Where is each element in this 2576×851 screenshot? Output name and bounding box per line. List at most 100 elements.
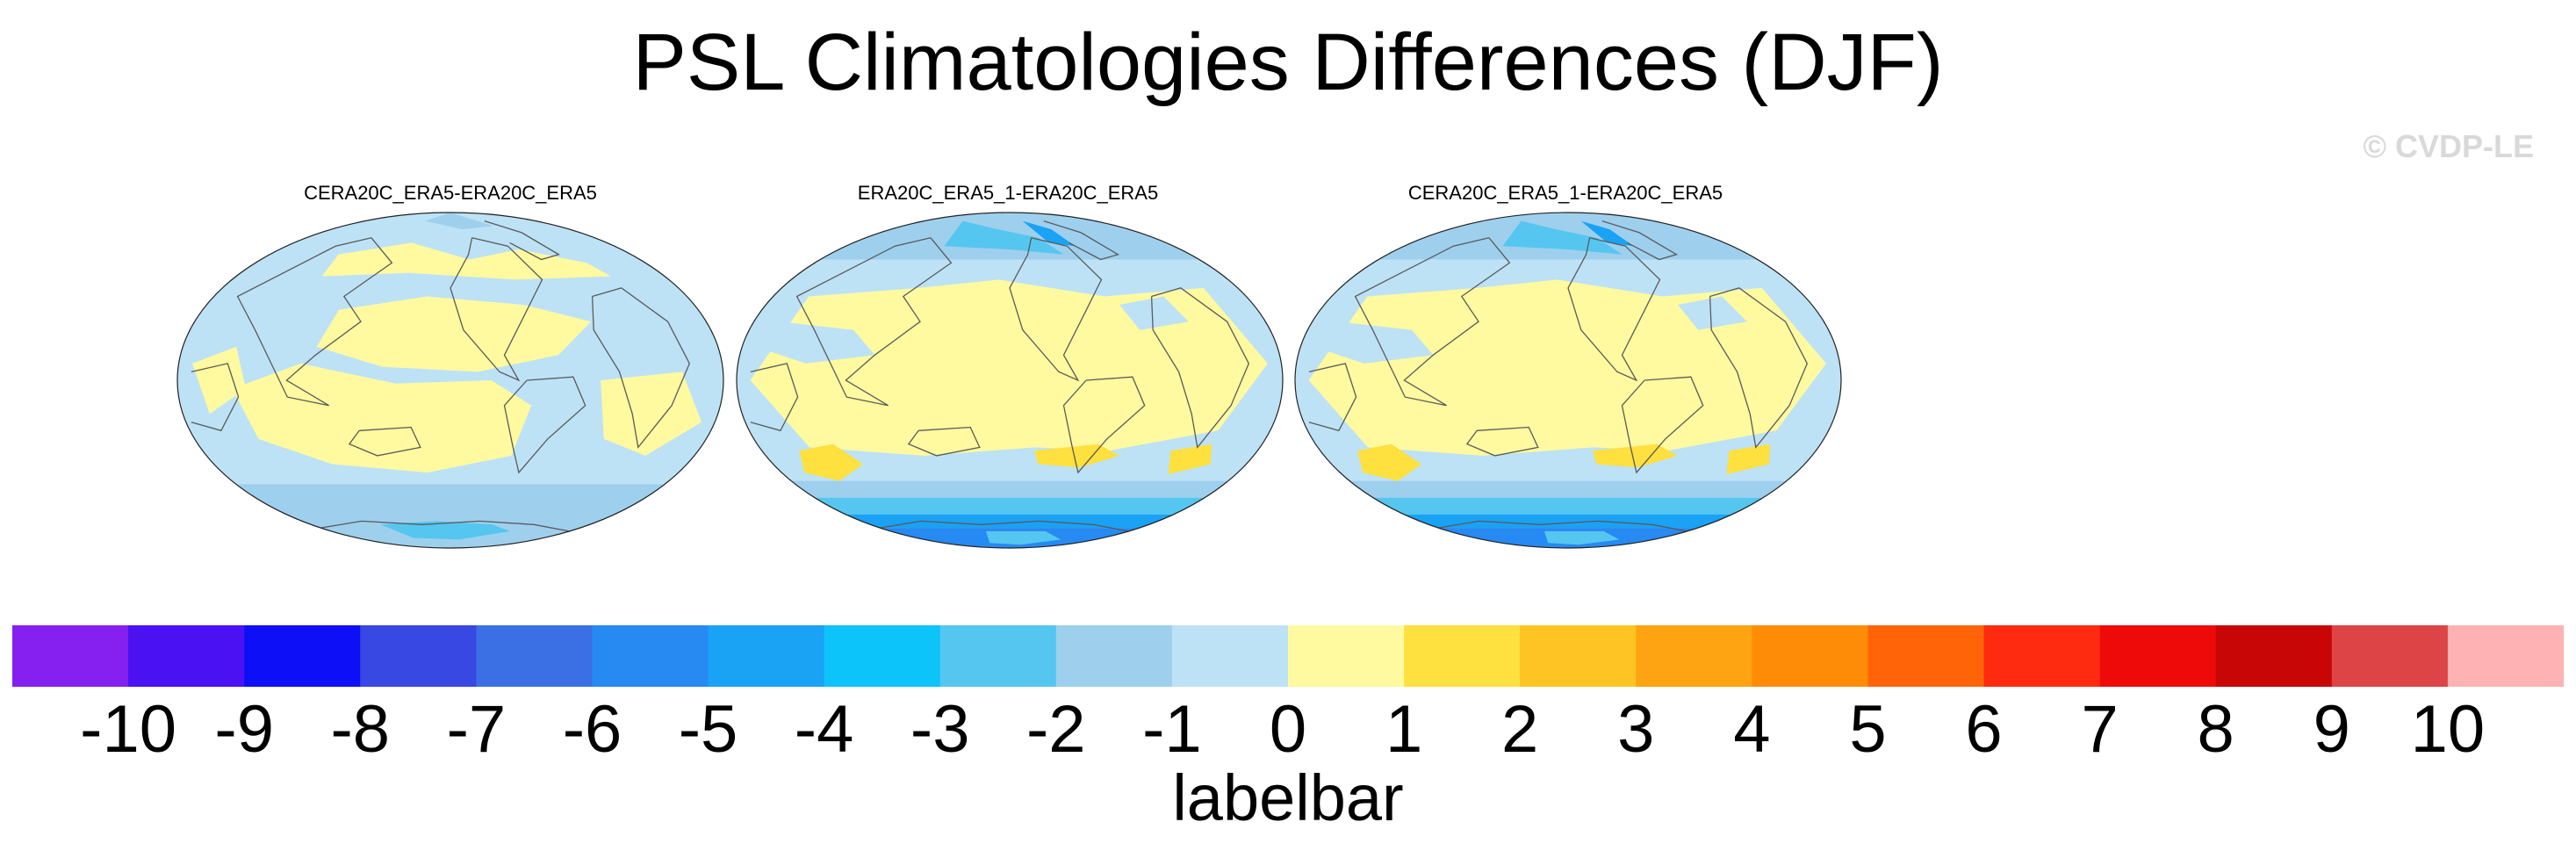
labelbar-tick-label: -10 — [80, 692, 176, 766]
labelbar-tick-label: -1 — [1142, 692, 1202, 766]
continent-outline — [1043, 220, 1120, 261]
labelbar-tick-label: 3 — [1617, 692, 1654, 766]
labelbar-box — [1171, 625, 1289, 687]
continent-outline — [348, 426, 421, 457]
continent-outline — [450, 237, 543, 382]
continent-outline — [750, 363, 799, 432]
labelbar-box — [128, 625, 245, 687]
labelbar-tick-label: -4 — [795, 692, 854, 766]
continent-outline — [1621, 376, 1704, 474]
labelbar-tick-label: -8 — [331, 692, 391, 766]
labelbar-box — [1636, 625, 1752, 687]
labelbar-tick-label: -9 — [214, 692, 274, 766]
continent-outline — [907, 426, 981, 457]
map-border — [736, 212, 1284, 549]
panel-title-3: CERA20C_ERA5_1-ERA20C_ERA5 — [1407, 182, 1723, 204]
labelbar-box — [1055, 625, 1173, 687]
labelbar-tick-label: -7 — [447, 692, 507, 766]
continent-outline — [503, 376, 586, 474]
anomaly-region — [944, 220, 1064, 255]
labelbar-box — [12, 625, 129, 687]
labelbar-box — [2099, 625, 2217, 687]
color-labelbar: -10 -9 -8 -7 -6 -5 -4 -3 -2 -1 0 1 2 3 4 5 6 7 8 9 10 — [12, 625, 2564, 766]
anomaly-region — [1313, 321, 1434, 364]
continent-outline — [1709, 287, 1809, 449]
anomaly-region — [424, 213, 493, 230]
labelbar-tick-label: 9 — [2313, 692, 2350, 766]
anomaly-region — [1168, 444, 1212, 474]
labelbar-tick-label: 0 — [1270, 692, 1306, 766]
labelbar-box — [1752, 625, 1868, 687]
continent-outline — [1062, 376, 1146, 474]
labelbar-tick-label: -6 — [563, 692, 622, 766]
labelbar-tick-label: 1 — [1385, 692, 1422, 766]
map-panel-2 — [736, 212, 1284, 549]
labelbar-tick-label: 6 — [1965, 692, 2002, 766]
map-border — [1294, 212, 1842, 549]
anomaly-region — [1726, 444, 1771, 474]
labelbar-box — [2331, 625, 2449, 687]
watermark: © CVDP-LE — [2363, 128, 2534, 164]
anomaly-region — [1580, 220, 1634, 247]
anomaly-region — [321, 242, 611, 280]
map-panel-1 — [176, 212, 724, 549]
anomaly-region — [799, 444, 863, 481]
labelbar-caption: labelbar — [1172, 761, 1404, 834]
anomaly-region — [985, 530, 1061, 545]
anomaly-region — [380, 521, 510, 540]
continent-outline — [591, 287, 691, 449]
anomaly-region — [1022, 220, 1076, 247]
continent-outline — [1150, 287, 1250, 449]
map-panel-3 — [1294, 212, 1842, 549]
labelbar-box — [1983, 625, 2101, 687]
labelbar-box — [1404, 625, 1521, 687]
anomaly-region — [755, 321, 875, 364]
anomaly-region — [1357, 444, 1421, 481]
continent-outline — [795, 237, 953, 407]
labelbar-box — [2215, 625, 2333, 687]
labelbar-box — [1520, 625, 1637, 687]
anomaly-band — [791, 480, 1228, 498]
labelbar-tick-label: -2 — [1026, 692, 1086, 766]
anomaly-region — [232, 363, 532, 473]
continent-outline — [320, 520, 570, 532]
continent-outline — [1601, 220, 1679, 261]
anomaly-region — [1678, 296, 1747, 330]
anomaly-band — [814, 497, 1205, 515]
page-title: PSL Climatologies Differences (DJF) — [632, 18, 1944, 107]
labelbar-box — [1288, 625, 1405, 687]
labelbar-tick-label: -3 — [910, 692, 970, 766]
panel-title-2: ERA20C_ERA5_1-ERA20C_ERA5 — [857, 182, 1159, 204]
labelbar-box — [824, 625, 941, 687]
anomaly-band — [236, 484, 665, 511]
labelbar-tick-label: -5 — [679, 692, 738, 766]
continent-outline — [236, 237, 393, 407]
labelbar-box — [476, 625, 593, 687]
anomaly-region — [1119, 296, 1189, 330]
map-border — [176, 212, 724, 549]
anomaly-region — [1502, 220, 1623, 255]
anomaly-region — [1308, 279, 1826, 456]
labelbar-box — [1867, 625, 1985, 687]
continent-outline — [1308, 363, 1357, 432]
continent-outline — [484, 220, 561, 261]
continent-outline — [191, 363, 240, 432]
continent-outline — [1465, 426, 1539, 457]
continent-outline — [1567, 237, 1661, 382]
labelbar-box — [244, 625, 361, 687]
continent-outline — [1354, 237, 1511, 407]
continent-outline — [1438, 520, 1687, 532]
anomaly-band — [1372, 497, 1764, 515]
labelbar-box — [2447, 625, 2564, 687]
anomaly-region — [1543, 530, 1620, 545]
labelbar-box — [939, 625, 1057, 687]
continent-outline — [880, 520, 1129, 532]
panel-title-1: CERA20C_ERA5-ERA20C_ERA5 — [304, 182, 597, 204]
labelbar-tick-label: 10 — [2411, 692, 2486, 766]
continent-outline — [1009, 237, 1103, 382]
anomaly-region — [192, 346, 246, 415]
labelbar-tick-label: 2 — [1501, 692, 1538, 766]
anomaly-region — [316, 296, 592, 372]
labelbar-tick-label: 5 — [1849, 692, 1886, 766]
labelbar-box — [592, 625, 709, 687]
